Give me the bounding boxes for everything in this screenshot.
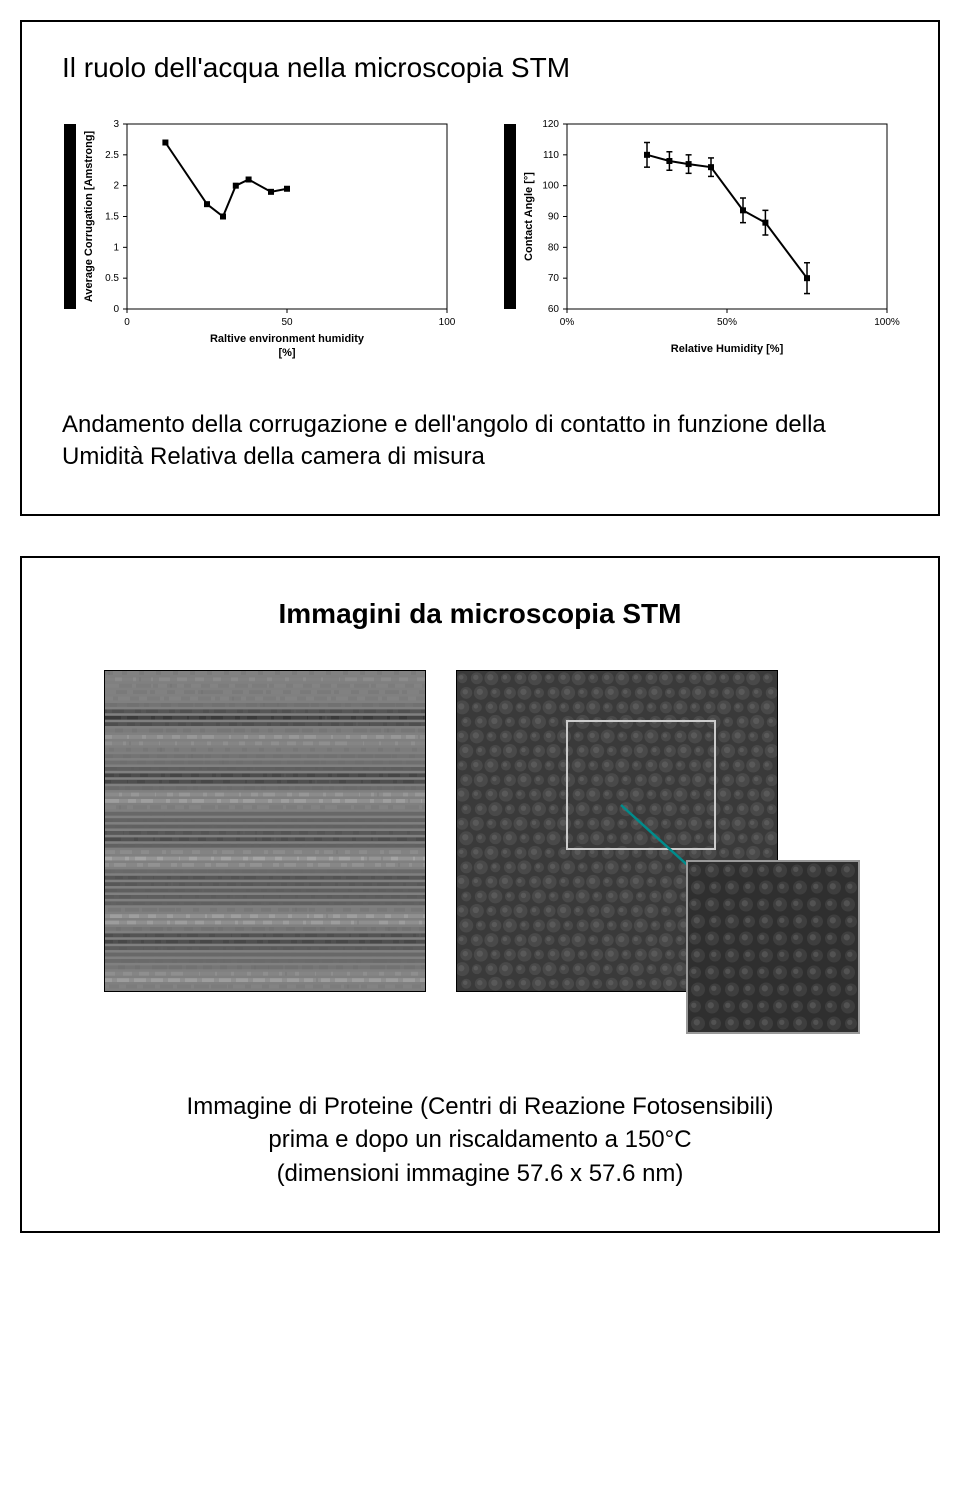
caption-line2: prima e dopo un riscaldamento a 150°C	[62, 1123, 898, 1157]
svg-text:120: 120	[542, 119, 559, 130]
stm-image-before	[104, 670, 426, 992]
panel-stm-charts: Il ruolo dell'acqua nella microscopia ST…	[20, 20, 940, 516]
svg-text:Raltive environment humidity: Raltive environment humidity	[210, 333, 365, 345]
panel-stm-images: Immagini da microscopia STM Immagine di …	[20, 556, 940, 1233]
svg-text:100: 100	[439, 317, 456, 328]
svg-text:100%: 100%	[874, 317, 900, 328]
panel2-caption: Immagine di Proteine (Centri di Reazione…	[62, 1090, 898, 1191]
svg-text:Contact Angle [°]: Contact Angle [°]	[523, 172, 535, 261]
svg-text:50%: 50%	[717, 317, 737, 328]
caption-line1: Immagine di Proteine (Centri di Reazione…	[62, 1090, 898, 1124]
svg-text:1: 1	[113, 242, 119, 253]
panel1-caption: Andamento della corrugazione e dell'ango…	[62, 409, 898, 474]
svg-text:Average Corrugation [Amstrong]: Average Corrugation [Amstrong]	[83, 131, 95, 303]
chart2-contact-angle: Contact Angle [°] 60 70 80 90 100 110 120 0% 50% 1…	[502, 114, 902, 369]
chart1-svg: Average Corrugation [Amstrong] 0 0.5 1 1.5 2 2…	[62, 114, 462, 364]
svg-text:Relative Humidity [%]: Relative Humidity [%]	[671, 343, 784, 355]
charts-row: Average Corrugation [Amstrong] 0 0.5 1 1.5 2 2…	[62, 114, 898, 369]
svg-text:0: 0	[113, 304, 119, 315]
chart1-corrugation: Average Corrugation [Amstrong] 0 0.5 1 1.5 2 2…	[62, 114, 462, 369]
panel1-title: Il ruolo dell'acqua nella microscopia ST…	[62, 52, 898, 84]
stm-image-zoom	[686, 860, 860, 1034]
svg-text:0%: 0%	[560, 317, 575, 328]
svg-text:0.5: 0.5	[105, 273, 119, 284]
svg-text:90: 90	[548, 212, 560, 223]
svg-text:0: 0	[124, 317, 130, 328]
svg-text:2: 2	[113, 181, 119, 192]
caption-line3: (dimensioni immagine 57.6 x 57.6 nm)	[62, 1157, 898, 1191]
chart2-svg: Contact Angle [°] 60 70 80 90 100 110 120 0% 50% 1…	[502, 114, 902, 364]
svg-text:70: 70	[548, 273, 560, 284]
svg-text:[%]: [%]	[278, 347, 295, 359]
svg-text:110: 110	[543, 150, 559, 161]
svg-text:2.5: 2.5	[105, 150, 119, 161]
svg-text:100: 100	[542, 181, 559, 192]
svg-text:3: 3	[113, 119, 119, 130]
images-row	[62, 670, 898, 1050]
svg-text:50: 50	[281, 317, 293, 328]
stm-image-after-group	[456, 670, 856, 1050]
svg-text:80: 80	[548, 242, 560, 253]
svg-text:60: 60	[548, 304, 560, 315]
panel2-title: Immagini da microscopia STM	[62, 598, 898, 630]
svg-text:1.5: 1.5	[105, 212, 119, 223]
